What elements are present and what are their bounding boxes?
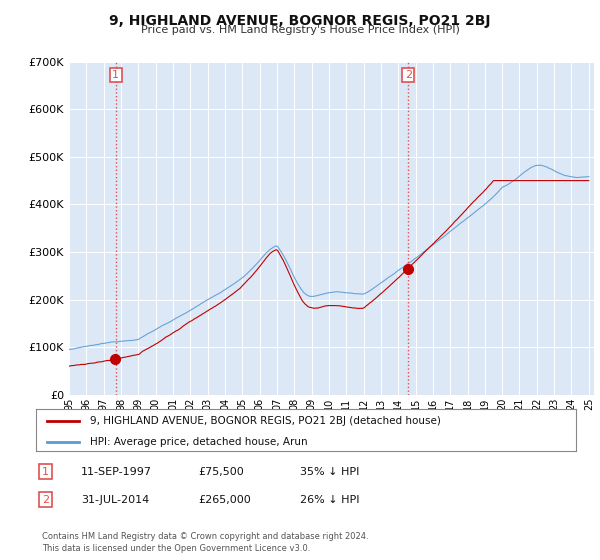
Text: 2: 2 xyxy=(42,494,49,505)
Text: 31-JUL-2014: 31-JUL-2014 xyxy=(81,494,149,505)
Text: £265,000: £265,000 xyxy=(198,494,251,505)
Text: 1: 1 xyxy=(42,466,49,477)
Text: 1: 1 xyxy=(112,70,119,80)
Text: HPI: Average price, detached house, Arun: HPI: Average price, detached house, Arun xyxy=(90,437,308,447)
Text: Contains HM Land Registry data © Crown copyright and database right 2024.
This d: Contains HM Land Registry data © Crown c… xyxy=(42,533,368,553)
Text: 26% ↓ HPI: 26% ↓ HPI xyxy=(300,494,359,505)
Text: 9, HIGHLAND AVENUE, BOGNOR REGIS, PO21 2BJ (detached house): 9, HIGHLAND AVENUE, BOGNOR REGIS, PO21 2… xyxy=(90,417,441,426)
Text: Price paid vs. HM Land Registry's House Price Index (HPI): Price paid vs. HM Land Registry's House … xyxy=(140,25,460,35)
Text: £75,500: £75,500 xyxy=(198,466,244,477)
Text: 9, HIGHLAND AVENUE, BOGNOR REGIS, PO21 2BJ: 9, HIGHLAND AVENUE, BOGNOR REGIS, PO21 2… xyxy=(109,14,491,28)
Text: 2: 2 xyxy=(404,70,412,80)
Text: 11-SEP-1997: 11-SEP-1997 xyxy=(81,466,152,477)
Text: 35% ↓ HPI: 35% ↓ HPI xyxy=(300,466,359,477)
